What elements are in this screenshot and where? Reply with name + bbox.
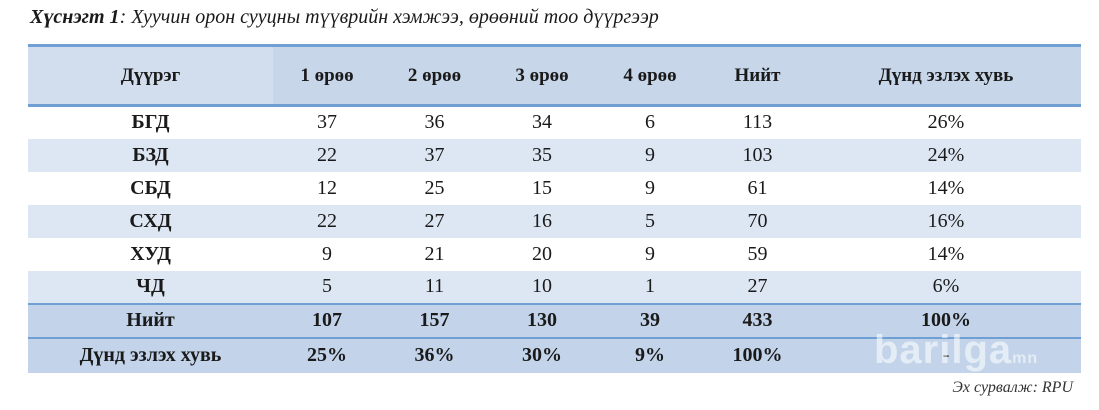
- table-cell: 15: [532, 176, 552, 199]
- total-cell: 433: [742, 309, 773, 331]
- table-cell: 22: [317, 143, 337, 166]
- share-label: Дүнд эзлэх хувь: [79, 344, 222, 366]
- share-cell: 9%: [635, 344, 665, 366]
- table-cell: 25: [424, 176, 445, 199]
- table-cell: 9: [645, 176, 655, 199]
- total-cell: 107: [312, 309, 342, 331]
- table-cell: 70: [747, 209, 768, 232]
- table-cell: 6: [645, 111, 655, 134]
- total-cell: 100%: [921, 309, 971, 331]
- row-label: БГД: [131, 111, 170, 134]
- table-cell: 1: [645, 275, 655, 297]
- table-cell: 16%: [927, 209, 965, 232]
- table-cell: 11: [424, 275, 445, 297]
- watermark-brand: barilga: [874, 328, 1013, 372]
- header-district: Дүүрэг: [28, 45, 273, 106]
- table-caption: Хүснэгт 1: Хуучин орон сууцны түүврийн х…: [30, 6, 659, 29]
- share-cell: 25%: [307, 344, 347, 366]
- share-cell: 100%: [732, 344, 783, 366]
- table-row: ХУД 9 21 20 9 59 14%: [28, 237, 1081, 271]
- header-2room: 2 өрөө: [407, 64, 462, 86]
- share-cell: 30%: [522, 344, 562, 366]
- table-cell: 113: [742, 111, 773, 134]
- share-cell: 36%: [414, 344, 455, 366]
- table-row: БГД 37 36 34 6 113 26%: [28, 105, 1081, 139]
- table-cell: 6%: [932, 275, 960, 297]
- header-total: Нийт: [734, 64, 781, 86]
- total-row: Нийт 107 157 130 39 433 100%: [28, 303, 1081, 338]
- table-cell: 36: [424, 111, 445, 134]
- table-cell: 21: [424, 242, 445, 265]
- table-cell: 10: [532, 275, 552, 297]
- share-cell: -: [942, 344, 950, 366]
- table-cell: 16: [532, 209, 552, 232]
- table-cell: 27: [424, 209, 445, 232]
- table-cell: 22: [317, 209, 337, 232]
- header-4room: 4 өрөө: [623, 64, 677, 86]
- row-label: СХД: [129, 209, 172, 232]
- total-cell: 39: [640, 309, 660, 331]
- row-label: ХУД: [130, 242, 171, 265]
- table-cell: 14%: [927, 176, 965, 199]
- source-note: Эх сурвалж: RPU: [952, 379, 1073, 396]
- watermark-logo: barilgamn: [874, 328, 1038, 373]
- table-cell: 103: [742, 143, 773, 166]
- table-cell: 5: [322, 275, 332, 297]
- caption-text: : Хуучин орон сууцны түүврийн хэмжээ, өр…: [119, 6, 659, 28]
- header-3room: 3 өрөө: [515, 64, 569, 86]
- table-cell: 27: [747, 275, 768, 297]
- row-label: ЧД: [136, 275, 165, 297]
- total-cell: 130: [527, 309, 557, 331]
- table-cell: 20: [532, 242, 552, 265]
- total-label: Нийт: [126, 309, 175, 331]
- table-cell: 34: [532, 111, 552, 134]
- caption-lead: Хүснэгт 1: [30, 6, 120, 28]
- header-1room: 1 өрөө: [300, 64, 354, 86]
- table-cell: 26%: [927, 111, 965, 134]
- total-cell: 157: [419, 309, 450, 331]
- share-row: Дүнд эзлэх хувь 25% 36% 30% 9% 100% -: [28, 337, 1081, 373]
- table-cell: 24%: [927, 143, 965, 166]
- table-row: СБД 12 25 15 9 61 14%: [28, 171, 1081, 205]
- table-row: БЗД 22 37 35 9 103 24%: [28, 138, 1081, 172]
- header-share: Дүнд эзлэх хувь: [878, 64, 1014, 86]
- table-cell: 35: [532, 143, 552, 166]
- table-cell: 9: [322, 242, 332, 265]
- header-row: Дүүрэг 1 өрөө 2 өрөө 3 өрөө 4 өрөө Нийт …: [28, 45, 1081, 106]
- table-row: СХД 22 27 16 5 70 16%: [28, 204, 1081, 238]
- table-cell: 59: [747, 242, 768, 265]
- table-row: ЧД 5 11 10 1 27 6%: [28, 270, 1081, 304]
- watermark-suffix: mn: [1012, 350, 1039, 367]
- row-label: БЗД: [132, 143, 169, 166]
- table-cell: 9: [645, 143, 655, 166]
- table-cell: 14%: [927, 242, 965, 265]
- table-cell: 37: [317, 111, 337, 134]
- row-label: СБД: [130, 176, 171, 199]
- table-cell: 9: [645, 242, 655, 265]
- table-cell: 5: [645, 209, 655, 232]
- table-cell: 12: [317, 176, 337, 199]
- data-table: Дүүрэг 1 өрөө 2 өрөө 3 өрөө 4 өрөө Нийт …: [28, 44, 1081, 373]
- table-cell: 61: [747, 176, 768, 199]
- table-cell: 37: [424, 143, 445, 166]
